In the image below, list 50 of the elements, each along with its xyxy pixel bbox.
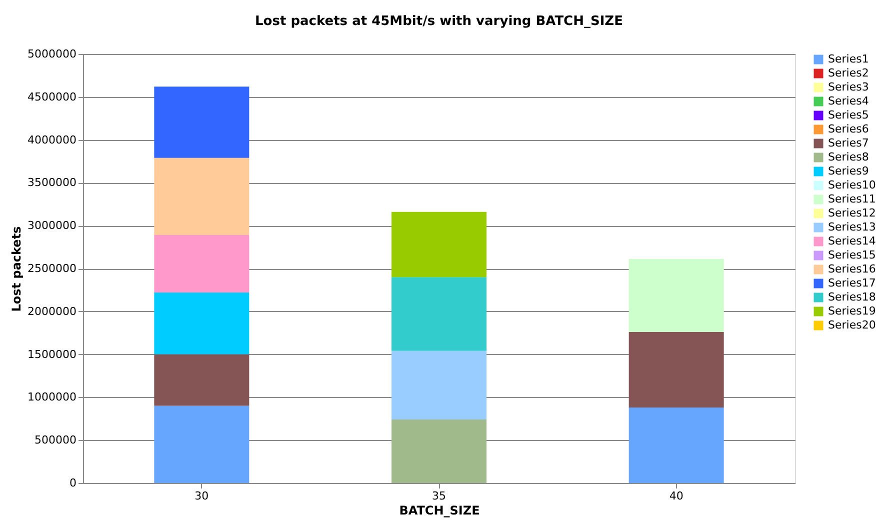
legend-label: Series20 xyxy=(828,318,876,332)
x-tick-label: 40 xyxy=(669,490,684,502)
x-tick-label: 35 xyxy=(432,490,446,502)
legend-label: Series11 xyxy=(828,192,876,206)
y-tick-label: 1000000 xyxy=(28,390,76,404)
bar xyxy=(154,158,250,236)
bar xyxy=(154,354,250,406)
legend-label: Series17 xyxy=(828,276,876,290)
legend-label: Series12 xyxy=(828,206,876,220)
y-tick-label: 500000 xyxy=(34,434,76,447)
y-tick-label: 2000000 xyxy=(28,304,76,318)
legend-label: Series13 xyxy=(828,220,876,234)
y-tick-label: 0 xyxy=(70,476,76,490)
bar xyxy=(392,212,486,278)
legend-label: Series10 xyxy=(828,178,876,192)
legend-label: Series8 xyxy=(828,150,869,164)
legend-label: Series9 xyxy=(828,164,869,178)
legend-label: Series19 xyxy=(828,304,876,318)
x-tick-label: 30 xyxy=(194,490,209,502)
legend-label: Series14 xyxy=(828,234,876,248)
y-tick-label: 2500000 xyxy=(28,262,76,275)
bar xyxy=(628,259,724,332)
bar xyxy=(154,235,250,293)
bar xyxy=(154,406,250,483)
y-tick-label: 3000000 xyxy=(28,219,76,232)
y-tick-label: 4000000 xyxy=(28,133,76,146)
bar xyxy=(392,420,486,483)
bar xyxy=(154,86,250,158)
y-tick-label: 5000000 xyxy=(28,48,76,60)
y-tick-label: 3500000 xyxy=(28,176,76,190)
legend-label: Series16 xyxy=(828,262,876,276)
legend-label: Series1 xyxy=(828,52,869,66)
bar xyxy=(628,407,724,483)
legend-label: Series4 xyxy=(828,94,869,108)
bar xyxy=(154,292,250,354)
bar xyxy=(628,332,724,408)
legend-label: Series7 xyxy=(828,136,869,150)
y-tick-label: 1500000 xyxy=(28,348,76,361)
legend-label: Series15 xyxy=(828,248,876,262)
legend-label: Series6 xyxy=(828,122,869,136)
legend-label: Series2 xyxy=(828,66,869,80)
chart-title: Lost packets at 45Mbit/s with varying BATCH_SIZE xyxy=(255,14,623,29)
bar xyxy=(392,350,486,420)
y-axis-title: Lost packets xyxy=(10,226,24,312)
y-tick-label: 4500000 xyxy=(28,90,76,104)
x-axis-title: BATCH_SIZE xyxy=(399,504,480,518)
legend-label: Series5 xyxy=(828,108,869,122)
legend-label: Series18 xyxy=(828,290,876,304)
bar xyxy=(392,277,486,351)
legend-label: Series3 xyxy=(828,80,869,94)
